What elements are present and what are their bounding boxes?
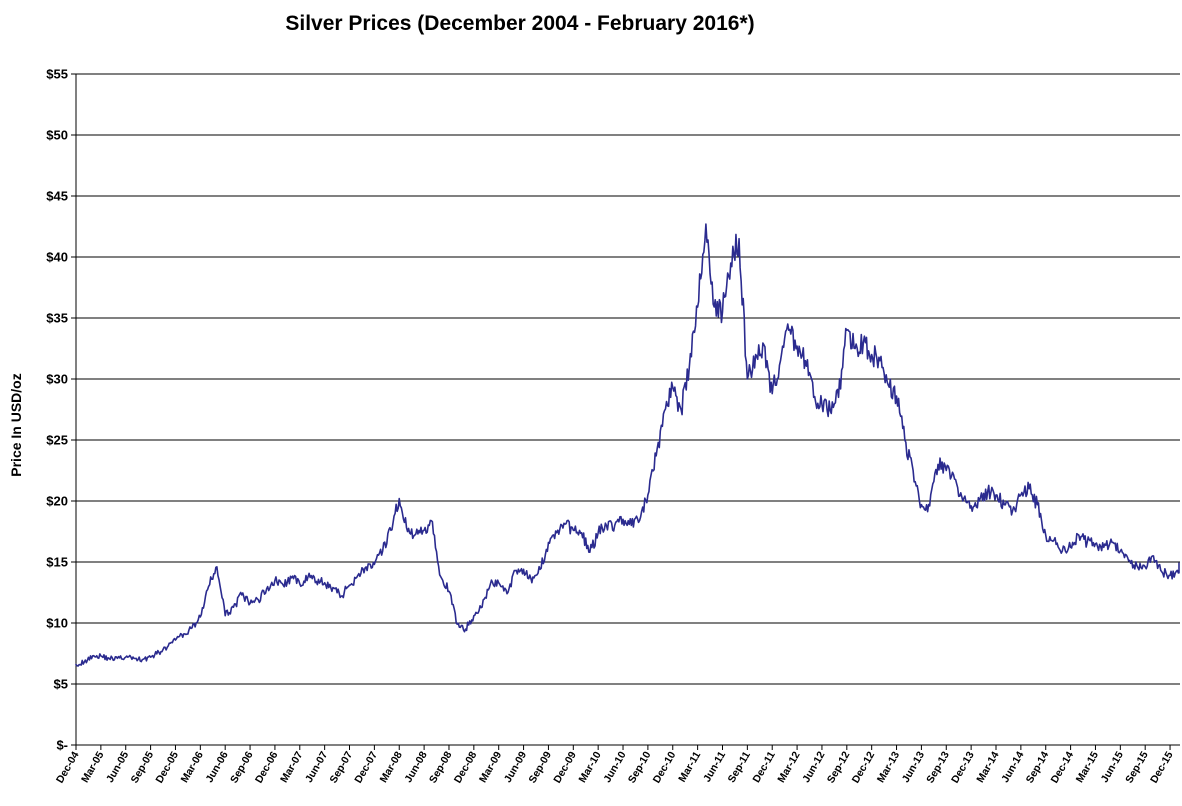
- x-tick-label: Jun-10: [601, 749, 628, 784]
- x-tick-label: Dec-12: [850, 749, 878, 785]
- x-tick-label: Dec-10: [651, 749, 679, 785]
- y-axis-label: Price In USD/oz: [8, 373, 24, 476]
- y-axis-ticks: $- $5 $10 $15 $20 $25 $30 $35 $40 $45 $50 $55: [46, 67, 76, 753]
- y-tick-label: $50: [46, 128, 68, 143]
- y-tick-label: $10: [46, 616, 68, 631]
- y-tick-label: $40: [46, 250, 68, 265]
- x-tick-label: Mar-10: [576, 749, 603, 784]
- y-tick-label: $30: [46, 372, 68, 387]
- x-tick-label: Sep-07: [328, 749, 356, 785]
- x-tick-label: Mar-05: [79, 749, 106, 784]
- x-tick-label: Dec-09: [551, 749, 579, 785]
- x-tick-label: Jun-08: [402, 749, 429, 784]
- x-tick-label: Jun-11: [701, 749, 728, 784]
- x-tick-label: Sep-06: [228, 749, 256, 785]
- axes: [75, 74, 1180, 746]
- y-tick-label: $5: [54, 677, 68, 692]
- y-tick-label: $35: [46, 311, 68, 326]
- x-tick-label: Dec-15: [1148, 749, 1176, 785]
- x-tick-label: Dec-08: [452, 749, 480, 785]
- y-tick-label: $-: [56, 738, 68, 753]
- x-tick-label: Dec-14: [1049, 749, 1077, 785]
- x-tick-label: Mar-06: [179, 749, 206, 784]
- x-tick-label: Sep-12: [825, 749, 853, 785]
- x-tick-label: Mar-11: [676, 749, 703, 784]
- x-tick-label: Jun-06: [203, 749, 230, 784]
- x-tick-label: Jun-12: [800, 749, 827, 784]
- x-tick-label: Jun-15: [1099, 749, 1126, 784]
- x-tick-label: Dec-06: [253, 749, 281, 785]
- x-tick-label: Sep-10: [626, 749, 654, 785]
- chart-title: Silver Prices (December 2004 - February …: [285, 12, 754, 35]
- x-tick-label: Jun-07: [303, 749, 330, 784]
- x-tick-label: Dec-13: [949, 749, 977, 785]
- x-tick-label: Sep-14: [1024, 749, 1052, 785]
- x-tick-label: Mar-13: [875, 749, 902, 784]
- y-tick-label: $20: [46, 494, 68, 509]
- x-tick-label: Sep-08: [427, 749, 455, 785]
- gridlines: [76, 73, 1180, 685]
- y-tick-label: $15: [46, 555, 68, 570]
- y-tick-label: $55: [46, 67, 68, 82]
- x-tick-label: Jun-14: [999, 749, 1026, 784]
- x-tick-label: Dec-07: [352, 749, 380, 785]
- x-tick-label: Mar-15: [1074, 749, 1101, 784]
- x-tick-label: Sep-13: [924, 749, 952, 785]
- x-tick-label: Mar-07: [278, 749, 305, 784]
- x-tick-label: Mar-09: [477, 749, 504, 784]
- x-tick-label: Jun-05: [104, 749, 131, 784]
- x-tick-label: Sep-15: [1123, 749, 1151, 785]
- series-layer: [75, 223, 1180, 667]
- x-tick-label: Sep-11: [726, 749, 753, 784]
- x-tick-label: Sep-05: [129, 749, 157, 785]
- x-tick-label: Mar-08: [378, 749, 405, 784]
- series-line-0: [75, 223, 1180, 667]
- y-tick-label: $25: [46, 433, 68, 448]
- y-tick-label: $45: [46, 189, 68, 204]
- x-tick-label: Dec-04: [54, 749, 82, 785]
- x-axis-ticks: Dec-04Mar-05Jun-05Sep-05Dec-05Mar-06Jun-…: [54, 745, 1176, 785]
- x-tick-label: Jun-13: [900, 749, 927, 784]
- x-tick-label: Jun-09: [502, 749, 529, 784]
- x-tick-label: Dec-05: [153, 749, 181, 785]
- x-tick-label: Sep-09: [526, 749, 554, 785]
- x-tick-label: Mar-14: [974, 749, 1001, 784]
- x-tick-label: Dec-11: [750, 749, 777, 784]
- x-tick-label: Mar-12: [775, 749, 802, 784]
